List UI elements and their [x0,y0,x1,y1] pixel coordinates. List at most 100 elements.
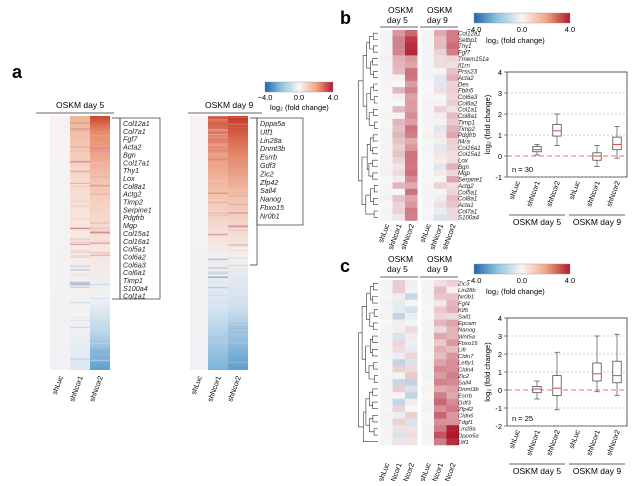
panel-b-cbar-tick-mid: 0.0 [517,25,527,34]
heatmap-cell [380,405,393,413]
gene-label: Gdf3 [260,161,276,170]
heatmap-cell [446,106,459,113]
gene-label: Col16a1 [123,237,150,246]
heatmap-cell [405,425,418,433]
heatmap-cell [380,188,393,196]
heatmap-row-stripe [208,158,228,161]
y-tick-label: 0 [498,152,502,161]
heatmap-cell [405,214,418,221]
heatmap-cell [405,385,418,393]
dendrogram-branch [365,194,375,215]
gene-label: Utf1 [458,440,469,446]
panel-c-title-1b: day 5 [387,264,408,274]
heatmap-cell [392,87,405,94]
heatmap-cell [380,438,393,446]
gene-label: Col6a1 [123,268,146,277]
heatmap-cell [392,352,405,360]
heatmap-cell [421,125,434,132]
panel-a-right-gene-list: Dppa5aUtf1Lin28aDnmt3bEsrrbGdf3Zic2Zfp42… [259,119,285,220]
dendrogram-branch [373,210,378,218]
gene-label: Mgp [123,221,137,230]
heatmap-cell [405,55,418,63]
heatmap-cell [380,299,393,307]
column-label: shNcor1 [205,375,223,403]
heatmap-cell [392,425,405,433]
heatmap-row-stripe [70,243,90,246]
dendrogram-branch [358,332,364,428]
heatmap-cell [446,286,459,294]
heatmap-row-stripe [228,250,248,252]
heatmap-cell [446,207,459,215]
heatmap-cell [392,144,405,151]
heatmap-cell [392,286,405,294]
heatmap-cell [421,431,434,439]
panel-b-cbar-tick-min: −4.0 [467,25,482,34]
heatmap-row-stripe [70,256,90,258]
heatmap-cell [392,379,405,386]
heatmap-cell [446,157,459,164]
heatmap-cell [405,326,418,334]
heatmap-row-stripe [70,129,90,131]
heatmap-row-stripe [208,120,228,122]
heatmap-cell [405,372,418,380]
column-label: shNcor2 [87,375,105,403]
heatmap-cell [421,118,434,126]
heatmap-row-stripe [70,163,90,165]
heatmap-cell [421,379,434,386]
heatmap-cell [380,112,393,120]
heatmap-row-stripe [228,257,248,259]
heatmap-cell [405,359,418,367]
heatmap-cell [446,412,459,419]
heatmap-cell [434,293,447,301]
heatmap-cell [446,80,459,88]
panel-b-gene-list: Col12a1Setbp1Thy1Fgf7Tmem151aIl1rnPrss23… [457,31,489,222]
dendrogram-branch [365,345,371,373]
heatmap-cell [434,280,447,287]
heatmap-row-stripe [228,361,248,363]
heatmap-cell [405,30,418,37]
panel-b-title-1a: OSKM [388,5,413,15]
heatmap-cell [380,106,393,113]
heatmap-cell [421,299,434,307]
heatmap-cell [434,42,447,50]
dendrogram-branch [374,375,378,383]
heatmap-cell [421,176,434,183]
heatmap-cell [434,392,447,400]
heatmap-cell [421,80,434,88]
heatmap-cell [392,99,405,107]
heatmap-row-stripe [208,271,228,272]
gene-label: S100a4 [123,284,148,293]
heatmap-cell [392,346,405,353]
x-tick-label: shNcor1 [584,429,602,457]
panel-c-gene-list: Zic3Lin28bNr0b1Fgf4Klf5Sall1EpcamNanogWn… [457,282,479,446]
panel-a-cbar-tick-max: 4.0 [328,93,338,102]
gene-label: Col8a1 [458,113,477,120]
heatmap-cell [421,207,434,215]
plot-frame [506,71,628,178]
heatmap-cell [434,339,447,347]
heatmap-cell [434,332,447,340]
heatmap-row-stripe [70,239,90,241]
dendrogram-branch [369,391,373,406]
gene-label: Pdgfrb [458,132,477,139]
y-tick-label: 4 [498,314,502,323]
heatmap-row-stripe [208,214,228,217]
heatmap-cell [446,339,459,347]
heatmap-cell [392,93,405,101]
heatmap-cell [434,55,447,63]
gene-label: Il4ra [458,138,470,145]
heatmap-row-stripe [70,252,90,254]
heatmap-row-stripe [208,287,228,289]
panel-b-heatmap [380,30,459,221]
dendrogram-branch [373,322,378,330]
heatmap-cell [392,201,405,209]
heatmap-cell [392,332,405,340]
gene-label: Sall1 [458,315,471,321]
heatmap-cell [405,379,418,386]
gene-label: Lin28a [260,136,282,145]
heatmap-cell [434,182,447,190]
heatmap-cell [380,293,393,301]
panel-a-left-gene-list: Col12a1Col7a1Fgf7Acta2BgnCol17a1Thy1LoxC… [122,119,152,301]
heatmap-cell [380,125,393,132]
heatmap-cell [392,398,405,406]
